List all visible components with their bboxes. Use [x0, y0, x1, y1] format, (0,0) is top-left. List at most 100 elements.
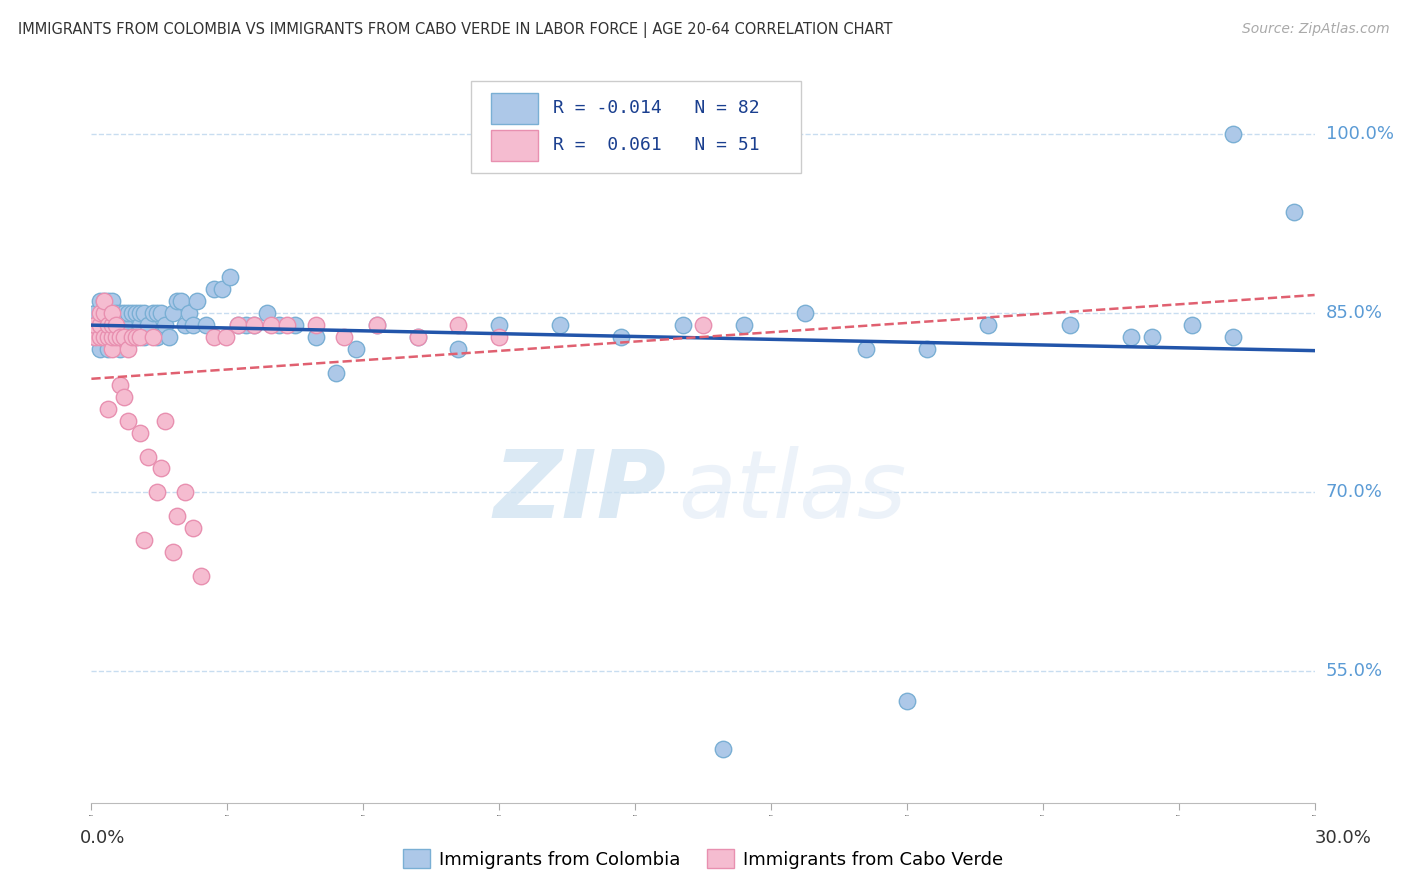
Point [134, 533, 156, 547]
Point [267, 318, 290, 333]
Point [211, 282, 233, 296]
Point [134, 306, 156, 320]
Point [145, 330, 167, 344]
Point [153, 318, 176, 333]
Point [692, 318, 714, 333]
Point [733, 318, 755, 333]
Point [194, 318, 217, 333]
Text: ZIP: ZIP [494, 446, 666, 538]
Point [917, 342, 939, 356]
Point [112, 330, 135, 344]
Point [304, 318, 326, 333]
Point [125, 330, 148, 344]
Point [97, 318, 120, 333]
Bar [491, 93, 538, 124]
Text: atlas: atlas [679, 446, 907, 537]
Point [235, 318, 257, 333]
Point [366, 318, 388, 333]
Point [129, 330, 152, 344]
Point [1181, 318, 1204, 333]
Point [89, 342, 111, 356]
Point [256, 306, 278, 320]
Point [179, 306, 201, 320]
Point [97, 294, 120, 309]
Text: 0.0%: 0.0% [80, 829, 125, 847]
Point [104, 318, 127, 333]
Point [183, 318, 205, 333]
Point [121, 330, 143, 344]
Point [284, 318, 307, 333]
Point [1121, 330, 1143, 344]
Point [97, 306, 120, 320]
FancyBboxPatch shape [471, 81, 801, 173]
Point [276, 318, 298, 333]
Point [186, 294, 208, 309]
Point [215, 330, 238, 344]
Point [243, 318, 266, 333]
Point [183, 521, 205, 535]
Point [1282, 204, 1305, 219]
Point [117, 306, 139, 320]
Point [101, 318, 124, 333]
Point [672, 318, 695, 333]
Point [117, 330, 139, 344]
Text: R =  0.061   N = 51: R = 0.061 N = 51 [553, 136, 759, 154]
Point [174, 485, 197, 500]
Point [325, 366, 347, 380]
Point [346, 342, 368, 356]
Point [108, 342, 131, 356]
Point [84, 318, 107, 333]
Point [1140, 330, 1163, 344]
Point [855, 342, 877, 356]
Point [366, 318, 388, 333]
Point [304, 330, 326, 344]
Point [101, 330, 124, 344]
Point [896, 694, 918, 708]
Point [138, 450, 160, 464]
Point [101, 318, 124, 333]
Point [141, 306, 163, 320]
Point [101, 306, 124, 320]
Point [97, 330, 120, 344]
Text: 100.0%: 100.0% [1326, 125, 1393, 143]
Point [406, 330, 429, 344]
Point [1059, 318, 1081, 333]
Point [89, 318, 111, 333]
Point [447, 342, 470, 356]
Point [97, 330, 120, 344]
Point [104, 306, 127, 320]
Point [174, 318, 197, 333]
Point [97, 342, 120, 356]
Point [226, 318, 249, 333]
Point [134, 330, 156, 344]
Point [1222, 330, 1244, 344]
Point [89, 294, 111, 309]
Point [977, 318, 1000, 333]
Bar [491, 130, 538, 161]
Point [138, 318, 160, 333]
Point [162, 306, 184, 320]
Point [108, 306, 131, 320]
Point [202, 330, 225, 344]
Point [93, 330, 115, 344]
Point [112, 306, 135, 320]
Point [157, 330, 180, 344]
Legend: Immigrants from Colombia, Immigrants from Cabo Verde: Immigrants from Colombia, Immigrants fro… [395, 842, 1011, 876]
Point [84, 330, 107, 344]
Point [333, 330, 356, 344]
Point [153, 414, 176, 428]
Point [129, 425, 152, 440]
Point [101, 294, 124, 309]
Point [101, 306, 124, 320]
Text: IMMIGRANTS FROM COLOMBIA VS IMMIGRANTS FROM CABO VERDE IN LABOR FORCE | AGE 20-6: IMMIGRANTS FROM COLOMBIA VS IMMIGRANTS F… [18, 22, 893, 38]
Text: Source: ZipAtlas.com: Source: ZipAtlas.com [1241, 22, 1389, 37]
Point [97, 318, 120, 333]
Point [793, 306, 815, 320]
Point [1222, 127, 1244, 141]
Point [89, 306, 111, 320]
Point [145, 485, 167, 500]
Point [121, 306, 143, 320]
Point [93, 318, 115, 333]
Point [117, 342, 139, 356]
Point [129, 306, 152, 320]
